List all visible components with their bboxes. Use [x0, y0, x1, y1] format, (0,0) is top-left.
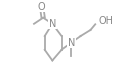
Text: N: N	[49, 19, 56, 29]
Text: O: O	[38, 2, 45, 12]
Text: OH: OH	[98, 16, 113, 26]
Text: N: N	[68, 38, 75, 48]
